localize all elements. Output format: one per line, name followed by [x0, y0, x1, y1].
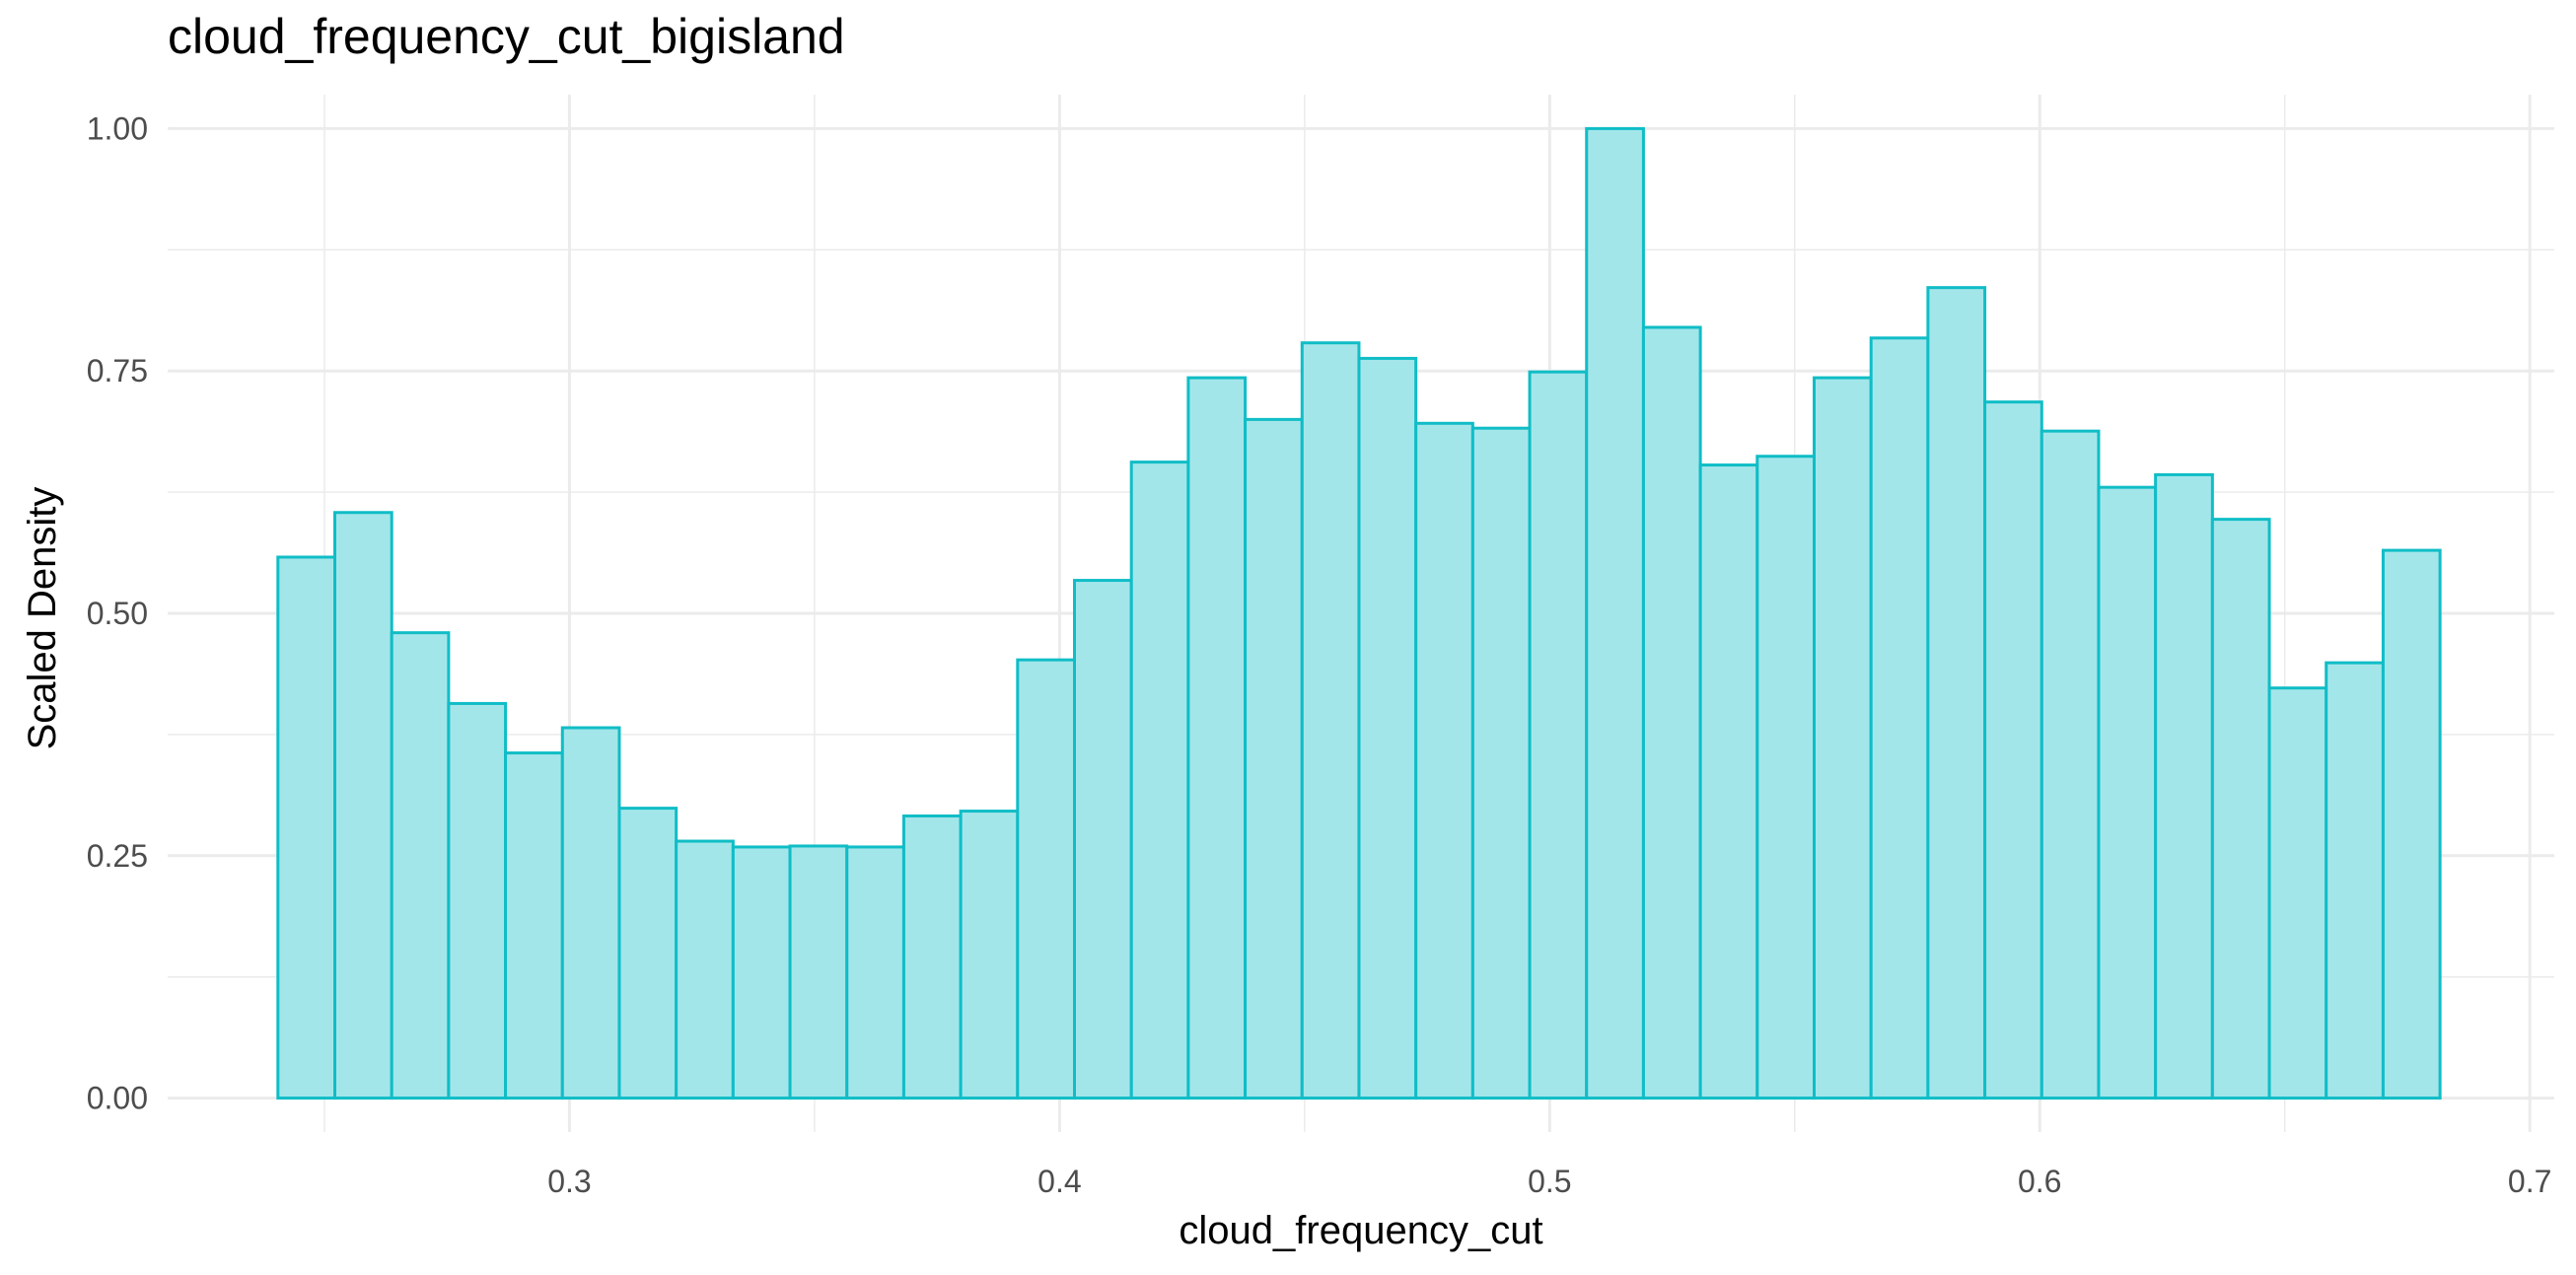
chart-title: cloud_frequency_cut_bigisland	[168, 9, 845, 64]
histogram-bar	[1244, 417, 1304, 1100]
histogram-bar	[1528, 370, 1589, 1100]
histogram-bar	[2039, 429, 2101, 1100]
x-tick-label: 0.4	[1038, 1164, 1081, 1199]
histogram-bar	[901, 814, 963, 1100]
x-tick-label: 0.6	[2018, 1164, 2061, 1199]
histogram-bar	[1186, 376, 1248, 1100]
y-tick-label: 0.25	[87, 838, 148, 874]
y-axis-ticks: 0.00 0.25 0.50 0.75 1.00	[87, 110, 148, 1115]
y-tick-label: 1.00	[87, 110, 148, 146]
x-axis-title: cloud_frequency_cut	[1179, 1209, 1542, 1252]
histogram-bar	[1016, 658, 1077, 1100]
histogram-bar	[1073, 579, 1133, 1100]
histogram-bar	[1869, 336, 1930, 1100]
x-tick-label: 0.5	[1528, 1164, 1571, 1199]
histogram-bar	[2381, 548, 2442, 1100]
histogram-bar	[2325, 661, 2385, 1100]
histogram-bar	[2267, 686, 2328, 1100]
histogram-bar	[1414, 421, 1474, 1100]
histogram-bar	[447, 701, 508, 1100]
histogram-bar	[1585, 126, 1645, 1100]
histogram-bar	[2154, 472, 2214, 1100]
histogram-bar	[560, 726, 621, 1100]
histogram-bar	[1755, 455, 1817, 1100]
histogram-bar	[504, 751, 564, 1100]
histogram-bar	[1470, 426, 1532, 1100]
histogram-bar	[1641, 325, 1702, 1100]
histogram-bar	[845, 845, 905, 1100]
histogram-bar	[731, 845, 792, 1100]
histogram-bar	[617, 807, 679, 1100]
y-tick-label: 0.00	[87, 1081, 148, 1116]
histogram-bar	[1926, 286, 1987, 1100]
histogram-bar	[1698, 463, 1759, 1100]
histogram-bar	[959, 810, 1020, 1100]
histogram-bar	[1129, 460, 1190, 1100]
histogram-bar	[1983, 400, 2043, 1100]
histogram-bar	[1300, 341, 1361, 1100]
x-tick-label: 0.7	[2508, 1164, 2551, 1199]
histogram-bar	[276, 555, 336, 1100]
histogram-bar	[332, 511, 394, 1100]
histogram-bar	[2097, 485, 2158, 1100]
histogram-bar	[1357, 356, 1418, 1100]
histogram-bar	[675, 839, 735, 1100]
histogram-bar	[2210, 518, 2271, 1100]
x-axis-ticks: 0.3 0.4 0.5 0.6 0.7	[547, 1164, 2551, 1199]
histogram-bar	[1813, 376, 1873, 1100]
histogram-bar	[788, 844, 849, 1100]
y-axis-title: Scaled Density	[21, 487, 64, 750]
histogram-bar	[390, 631, 451, 1100]
y-tick-label: 0.50	[87, 596, 148, 631]
y-tick-label: 0.75	[87, 353, 148, 389]
x-tick-label: 0.3	[547, 1164, 591, 1199]
histogram-bars	[276, 126, 2442, 1100]
